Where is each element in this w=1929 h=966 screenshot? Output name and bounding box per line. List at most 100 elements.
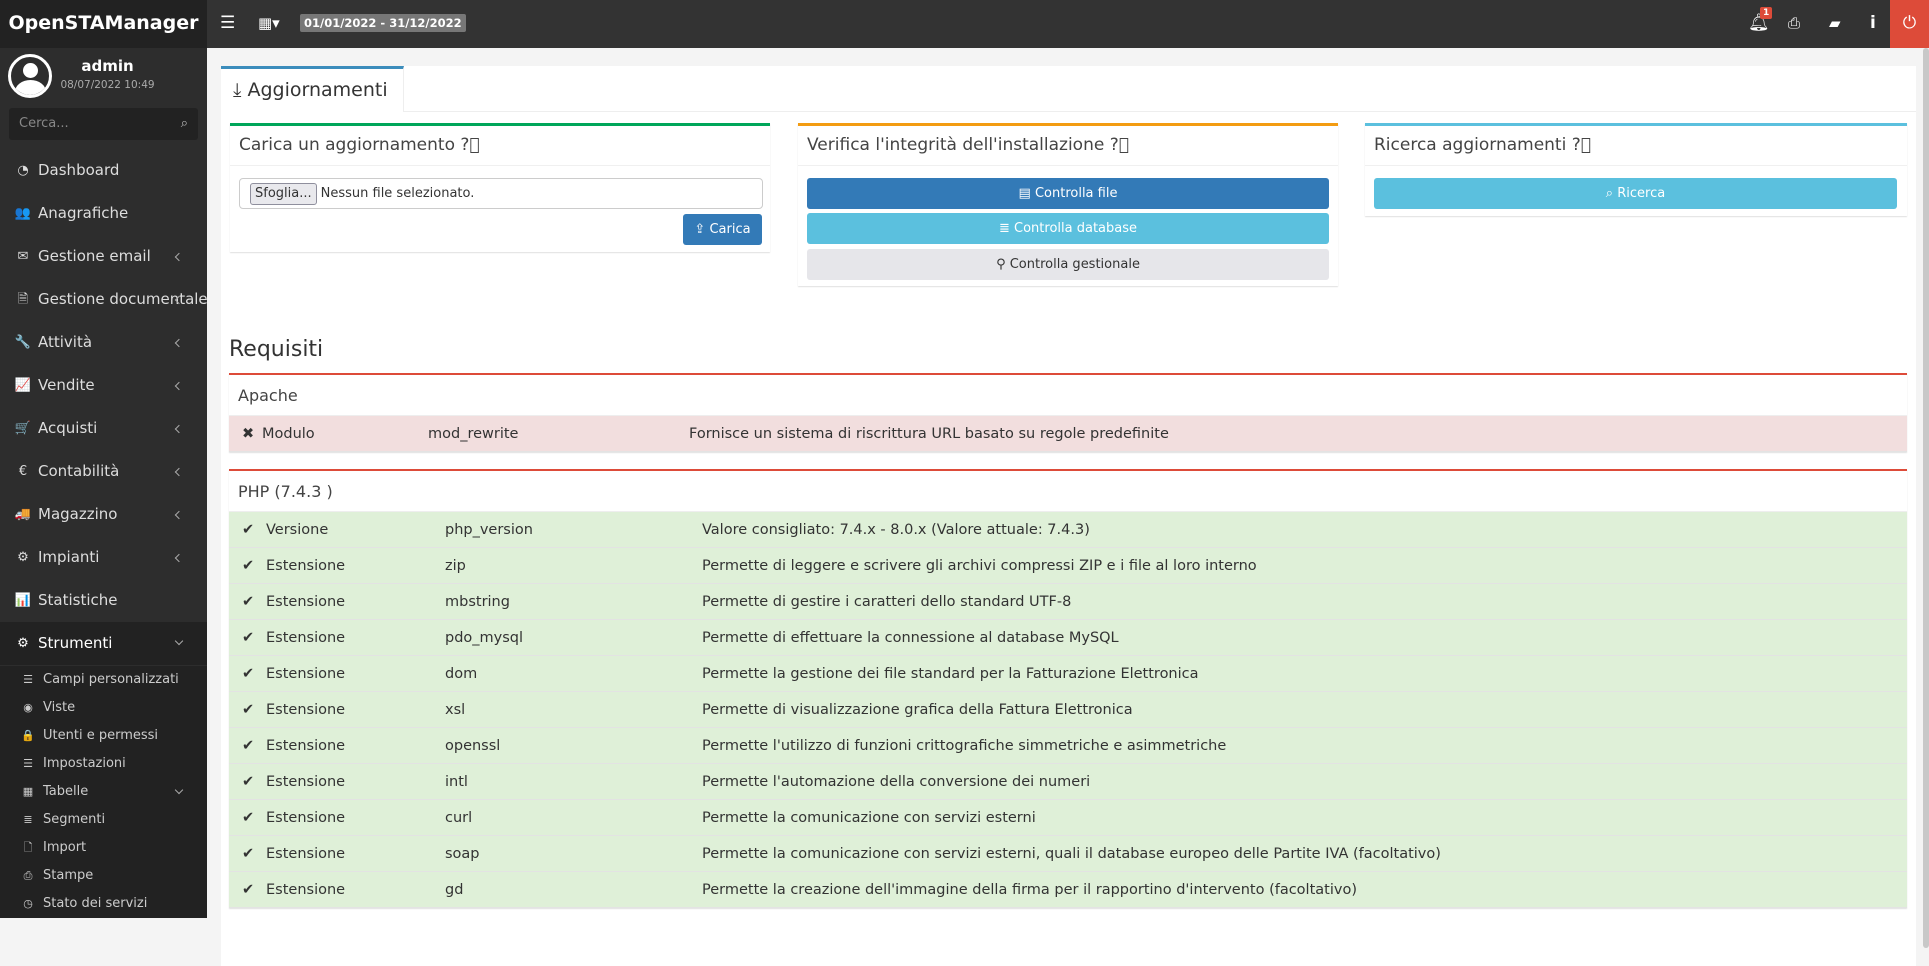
check-files-button[interactable]: ▤ Controlla file [807, 178, 1329, 209]
date-range-badge[interactable]: 01/01/2022 - 31/12/2022 [300, 14, 466, 32]
sidebar-item-acquisti[interactable]: 🛒 Acquisti [0, 407, 207, 450]
sidebar-item-strumenti[interactable]: ⚙ Strumenti [0, 622, 207, 665]
sidebar-subitem-campi-personalizzati[interactable]: ☰ Campi personalizzati [0, 666, 207, 694]
check-icon: ✔ [242, 810, 255, 826]
list-alt-icon: ☰ [23, 757, 33, 770]
help-icon[interactable]: ?⃝ [1571, 135, 1591, 155]
sidebar-item-label: Acquisti [38, 419, 98, 437]
sidebar-item-label: Attività [38, 333, 93, 351]
integrity-title: Verifica l'integrità dell'installazione [807, 135, 1105, 155]
search-icon[interactable]: ⌕ [180, 116, 188, 131]
sidebar-item-gestione-email[interactable]: ✉ Gestione email [0, 235, 207, 278]
requirement-row: ✔ Estensione zip Permette di leggere e s… [229, 548, 1907, 584]
sidebar-subitem-utenti-e-permessi[interactable]: 🔒 Utenti e permessi [0, 722, 207, 750]
sidebar-subitem-label: Import [43, 840, 87, 855]
requirement-type: Estensione [266, 882, 346, 898]
check-icon: ✔ [242, 630, 255, 646]
sidebar-item-magazzino[interactable]: 🚚 Magazzino [0, 493, 207, 536]
check-database-button[interactable]: ≣ Controlla database [807, 213, 1329, 244]
sidebar-subitem-viste[interactable]: ◉ Viste [0, 694, 207, 722]
scrollbar[interactable] [1923, 48, 1929, 948]
notification-count-badge: 1 [1760, 7, 1773, 19]
sidebar-item-label: Vendite [38, 376, 95, 394]
requirement-description: Permette di leggere e scrivere gli archi… [702, 558, 1257, 574]
sidebar-subitem-import[interactable]: 🗋 Import [0, 834, 207, 862]
requirement-type: Estensione [266, 846, 346, 862]
requirement-type: Estensione [266, 594, 346, 610]
requirement-name: xsl [445, 702, 466, 718]
search-updates-button[interactable]: ⌕ Ricerca [1374, 178, 1897, 209]
sidebar-item-gestione-documentale[interactable]: 🗎 Gestione documentale [0, 278, 208, 321]
sidebar-subitem-stato-dei-servizi[interactable]: ◷ Stato dei servizi [0, 890, 207, 918]
requirement-name: dom [445, 666, 478, 682]
requirement-name: openssl [445, 738, 501, 754]
requirement-name: zip [445, 558, 466, 574]
upload-icon: ⇪ [694, 222, 706, 237]
sidebar-subitem-segmenti[interactable]: ≣ Segmenti [0, 806, 207, 834]
cross-icon: ✖ [242, 426, 255, 442]
upload-title: Carica un aggiornamento [239, 135, 455, 155]
print-icon[interactable]: ⎙ [1788, 14, 1801, 32]
check-icon: ✔ [242, 846, 255, 862]
search-updates-label: Ricerca [1617, 186, 1666, 201]
requirements-title: Requisiti [229, 337, 324, 362]
requirements-group: Apache ✖ Modulo mod_rewrite Fornisce un … [229, 373, 1907, 452]
sidebar: admin 08/07/2022 10:49 Cerca... ⌕ ◔ Dashbo… [0, 48, 208, 918]
search-icon: ⌕ [1605, 186, 1614, 201]
logout-power-icon[interactable]: ⏻ [1890, 0, 1929, 48]
requirement-description: Permette la comunicazione con servizi es… [702, 810, 1036, 826]
sidebar-item-label: Impianti [38, 548, 100, 566]
print-icon: ⎙ [23, 869, 33, 882]
sidebar-search-input[interactable]: Cerca... ⌕ [9, 108, 198, 140]
requirement-type: Estensione [266, 810, 346, 826]
info-icon[interactable]: i [1870, 13, 1876, 33]
check-icon: ✔ [242, 738, 255, 754]
check-files-label: Controlla file [1034, 186, 1118, 201]
requirement-row: ✔ Estensione curl Permette la comunicazi… [229, 800, 1907, 836]
requirement-type: Estensione [266, 666, 346, 682]
wrench-icon: 🔧 [14, 335, 32, 350]
sidebar-item-anagrafiche[interactable]: 👥 Anagrafiche [0, 192, 207, 235]
sidebar-subitem-tabelle[interactable]: ▦ Tabelle [0, 778, 207, 806]
user-name[interactable]: admin [81, 57, 134, 75]
calendar-dropdown-icon[interactable]: ▦▾ [258, 14, 280, 32]
requirement-row: ✔ Estensione dom Permette la gestione de… [229, 656, 1907, 692]
check-database-label: Controlla database [1014, 221, 1138, 236]
browse-button[interactable]: Sfoglia... [250, 183, 317, 205]
file-icon: 🗎 [17, 292, 29, 307]
requirement-name: soap [445, 846, 480, 862]
help-icon[interactable]: ?⃝ [1109, 135, 1129, 155]
sidebar-item-impianti[interactable]: ⚙ Impianti [0, 536, 207, 579]
chevron-left-icon [174, 467, 184, 477]
requirement-name: mbstring [445, 594, 510, 610]
sidebar-item-dashboard[interactable]: ◔ Dashboard [0, 149, 207, 192]
tab-aggiornamenti[interactable]: ⤓ Aggiornamenti [221, 66, 404, 112]
chevron-left-icon [174, 381, 184, 391]
eye-icon: ◉ [23, 701, 33, 714]
line-chart-icon: 📈 [14, 378, 32, 393]
check-gestionale-button[interactable]: ⚲ Controlla gestionale [807, 249, 1329, 280]
sidebar-item-contabilit-[interactable]: € Contabilità [0, 450, 207, 493]
book-icon[interactable]: ▰ [1829, 14, 1841, 32]
file-status: Nessun file selezionato. [320, 186, 475, 201]
file-input[interactable]: Sfoglia... Nessun file selezionato. [239, 178, 763, 209]
sidebar-subitem-impostazioni[interactable]: ☰ Impostazioni [0, 750, 207, 778]
sidebar-item-statistiche[interactable]: 📊 Statistiche [0, 579, 207, 622]
envelope-icon: ✉ [17, 249, 29, 264]
sidebar-item-vendite[interactable]: 📈 Vendite [0, 364, 207, 407]
upload-button[interactable]: ⇪ Carica [683, 214, 762, 245]
requirement-name: pdo_mysql [445, 630, 524, 646]
requirement-description: Permette di effettuare la connessione al… [702, 630, 1119, 646]
hamburger-menu-icon[interactable]: ☰ [220, 13, 236, 33]
bar-chart-icon: 📊 [14, 593, 32, 608]
upload-button-label: Carica [709, 222, 751, 237]
check-icon: ✔ [242, 594, 255, 610]
app-logo[interactable]: OpenSTAManager [0, 0, 207, 48]
help-icon[interactable]: ?⃝ [460, 135, 480, 155]
requirement-description: Valore consigliato: 7.4.x - 8.0.x (Valor… [702, 522, 1090, 538]
requirement-name: curl [445, 810, 473, 826]
requirement-row: ✔ Estensione mbstring Permette di gestir… [229, 584, 1907, 620]
sidebar-item-attivit-[interactable]: 🔧 Attività [0, 321, 207, 364]
sidebar-subitem-stampe[interactable]: ⎙ Stampe [0, 862, 207, 890]
requirement-description: Permette di visualizzazione grafica dell… [702, 702, 1133, 718]
